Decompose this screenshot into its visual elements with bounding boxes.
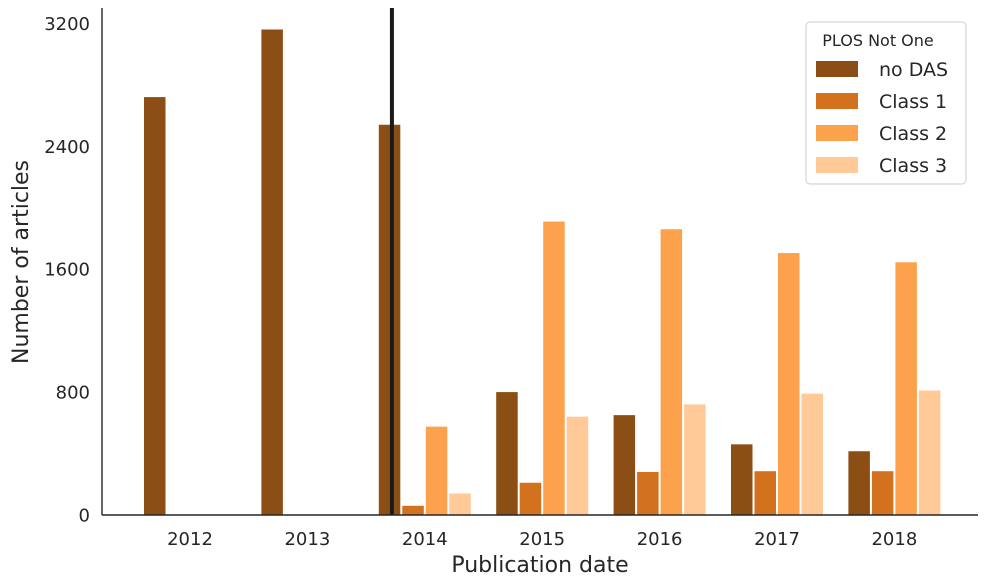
- x-tick-label: 2016: [637, 529, 683, 550]
- bar-class-2-2016: [660, 229, 683, 516]
- bar-class-2-2015: [543, 221, 565, 516]
- y-tick-label: 3200: [44, 14, 90, 35]
- bar-class-3-2015: [566, 416, 589, 515]
- bar-class-1-2014: [402, 505, 424, 515]
- legend-items: no DAS Class 1 Class 2 Class 3: [816, 59, 948, 177]
- y-tick-label: 1600: [44, 260, 90, 281]
- y-tick-label: 2400: [44, 137, 90, 158]
- x-tick-label: 2015: [519, 529, 565, 550]
- legend-swatch-class-3: [816, 157, 858, 173]
- bar-class-1-2017: [754, 471, 776, 515]
- bar-class-3-2014: [449, 493, 471, 515]
- bar-no-das-2013: [261, 29, 283, 515]
- bar-class-2-2018: [895, 262, 917, 515]
- x-axis-label: Publication date: [451, 553, 628, 578]
- y-tick-label: 0: [79, 506, 90, 527]
- x-tick-label: 2017: [754, 529, 800, 550]
- bars-group: [144, 29, 941, 516]
- legend-title: PLOS Not One: [822, 31, 934, 50]
- y-axis-label: Number of articles: [9, 160, 34, 364]
- y-tick-labels: 0 800 1600 2400 3200: [44, 14, 90, 527]
- x-tick-label: 2014: [402, 529, 448, 550]
- bar-class-3-2016: [684, 404, 706, 515]
- legend-label-class-2: Class 2: [879, 123, 947, 145]
- x-tick-label: 2012: [167, 529, 213, 550]
- legend: PLOS Not One no DAS Class 1 Class 2 Class 3: [805, 21, 967, 185]
- bar-class-3-2018: [918, 390, 941, 515]
- bar-class-2-2017: [778, 253, 800, 516]
- bar-no-das-2015: [496, 392, 518, 515]
- legend-swatch-no-das: [816, 61, 858, 77]
- legend-swatch-class-1: [816, 93, 858, 109]
- bar-class-3-2017: [801, 393, 823, 515]
- bar-no-das-2017: [731, 444, 753, 515]
- x-tick-labels: 2012 2013 2014 2015 2016 2017 2018: [167, 529, 917, 550]
- legend-label-class-1: Class 1: [879, 91, 947, 113]
- legend-label-no-das: no DAS: [879, 59, 948, 81]
- bar-no-das-2014: [378, 124, 401, 515]
- bar-no-das-2016: [613, 415, 636, 515]
- y-tick-label: 800: [56, 383, 90, 404]
- x-tick-label: 2013: [284, 529, 330, 550]
- bar-no-das-2012: [144, 97, 166, 516]
- legend-label-class-3: Class 3: [879, 155, 947, 177]
- x-tick-label: 2018: [871, 529, 917, 550]
- bar-class-1-2018: [871, 471, 894, 515]
- bar-class-1-2016: [637, 471, 659, 515]
- bar-class-1-2015: [519, 482, 542, 515]
- legend-swatch-class-2: [816, 125, 858, 141]
- bar-class-2-2014: [425, 426, 448, 515]
- bar-no-das-2018: [848, 451, 870, 515]
